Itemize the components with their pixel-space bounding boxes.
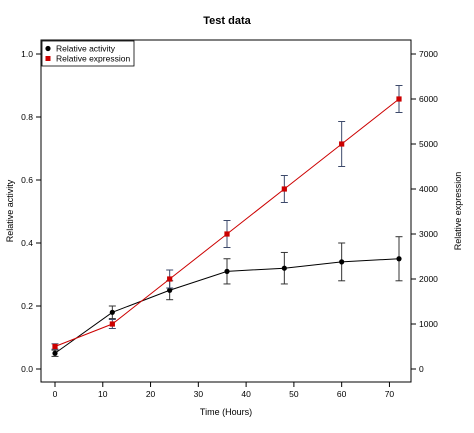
activity-point [224, 268, 230, 274]
y2-tick-label: 1000 [419, 319, 438, 329]
legend: Relative activity Relative expression [41, 40, 135, 67]
x-axis-label: Time (Hours) [200, 407, 252, 417]
x-tick-label: 60 [337, 389, 347, 399]
expression-point [109, 321, 115, 327]
x-tick-label: 70 [385, 389, 395, 399]
expression-point [167, 276, 173, 282]
legend-expression-label: Relative expression [56, 54, 130, 64]
activity-point [396, 256, 402, 262]
y2-tick-label: 5000 [419, 139, 438, 149]
activity-point [52, 350, 58, 356]
series-layer [51, 85, 403, 357]
expression-point [224, 231, 230, 237]
y-axis: 0.0 0.2 0.4 0.6 0.8 1.0 [21, 49, 41, 374]
x-tick-label: 30 [194, 389, 204, 399]
x-tick-label: 10 [98, 389, 108, 399]
y-axis-label: Relative activity [5, 179, 15, 242]
expression-point [396, 96, 402, 102]
activity-point [109, 309, 115, 315]
y2-tick-label: 3000 [419, 229, 438, 239]
x-tick-label: 0 [53, 389, 58, 399]
y-tick-label: 1.0 [21, 49, 33, 59]
legend-activity-marker [45, 45, 51, 52]
expression-point [52, 343, 58, 350]
x-tick-label: 20 [146, 389, 156, 399]
x-tick-label: 40 [241, 389, 251, 399]
activity-point [167, 287, 173, 293]
x-axis: 0 10 20 30 40 50 60 70 [53, 382, 395, 399]
y-tick-label: 0.8 [21, 112, 33, 122]
y2-axis: 0 1000 2000 3000 4000 5000 6000 7000 [411, 49, 438, 374]
y-tick-label: 0.2 [21, 301, 33, 311]
y-tick-label: 0.6 [21, 175, 33, 185]
x-tick-label: 50 [289, 389, 299, 399]
y-tick-label: 0.0 [21, 364, 33, 374]
expression-point [281, 186, 287, 192]
legend-activity-label: Relative activity [56, 44, 116, 54]
legend-box [41, 40, 135, 67]
y2-tick-label: 2000 [419, 274, 438, 284]
y2-tick-label: 7000 [419, 49, 438, 59]
legend-expression-marker [45, 56, 51, 61]
y-tick-label: 0.4 [21, 238, 33, 248]
y2-tick-label: 0 [419, 364, 424, 374]
plot-frame [40, 39, 412, 383]
expression-point [339, 141, 345, 147]
y2-tick-label: 6000 [419, 94, 438, 104]
y2-tick-label: 4000 [419, 184, 438, 194]
chart-title: Test data [203, 15, 251, 27]
activity-point [339, 259, 345, 265]
y2-axis-label: Relative expression [453, 172, 463, 251]
activity-point [281, 265, 287, 271]
